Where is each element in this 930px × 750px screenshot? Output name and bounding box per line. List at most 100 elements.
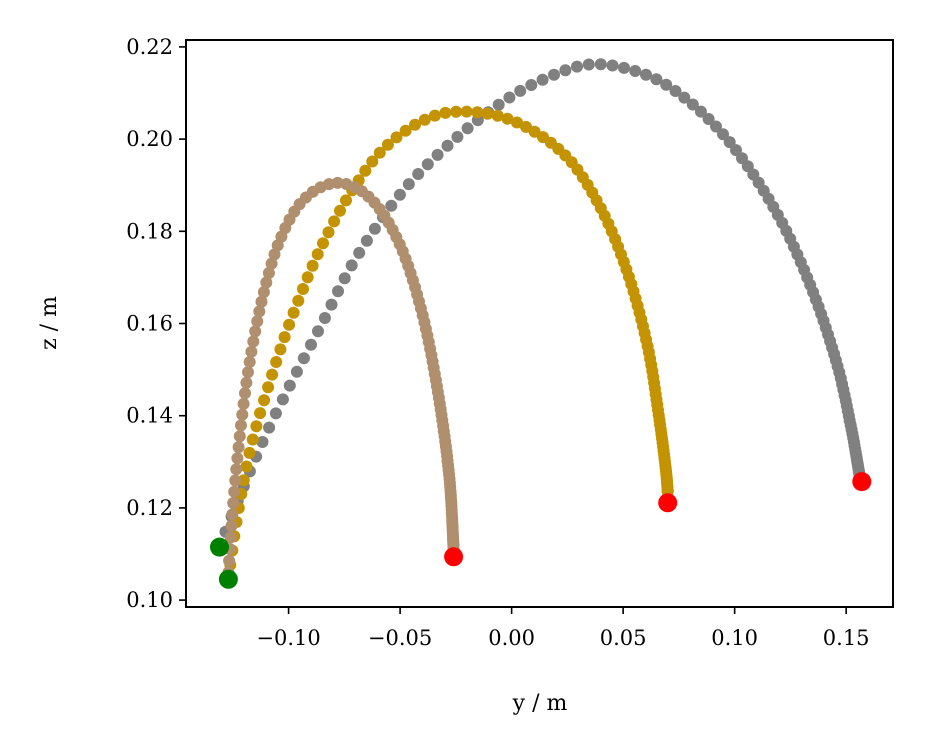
data-point	[311, 248, 324, 261]
data-point	[269, 407, 282, 420]
data-point	[393, 188, 406, 201]
data-point	[283, 318, 296, 331]
y-axis-title: z / m	[37, 296, 62, 350]
data-point	[338, 272, 351, 285]
data-point	[231, 452, 244, 465]
y-tick-label: 0.10	[126, 588, 173, 612]
data-point	[254, 407, 267, 420]
data-point	[514, 84, 527, 97]
data-point	[301, 271, 314, 284]
data-point	[525, 79, 538, 91]
data-point	[255, 295, 268, 308]
data-point	[283, 379, 296, 392]
y-tick-label: 0.14	[126, 404, 173, 428]
data-point	[235, 419, 247, 432]
data-point	[353, 246, 366, 259]
data-point	[251, 315, 264, 328]
data-point	[669, 85, 682, 97]
x-axis: −0.10 −0.05 0.00 0.05 0.10 0.15	[256, 607, 870, 650]
y-tick-label: 0.20	[126, 127, 173, 151]
data-point	[240, 460, 253, 473]
data-point	[249, 325, 262, 338]
data-point	[332, 285, 344, 298]
x-tick-label: 0.10	[711, 626, 758, 650]
data-point	[582, 58, 595, 71]
data-point	[536, 73, 549, 86]
data-point	[421, 158, 434, 171]
x-tick-label: −0.05	[368, 626, 432, 650]
data-point	[224, 531, 237, 544]
series-layer	[213, 58, 866, 586]
data-point	[258, 394, 271, 407]
data-point	[237, 397, 250, 410]
data-point	[345, 259, 358, 272]
start-point-marker	[210, 537, 229, 557]
data-point	[306, 259, 319, 272]
data-point	[418, 113, 431, 126]
data-point	[245, 345, 258, 358]
data-point	[276, 393, 289, 406]
data-point	[260, 276, 273, 289]
data-point	[594, 58, 607, 71]
marker-layer	[210, 472, 872, 589]
data-point	[237, 474, 250, 487]
data-point	[491, 109, 504, 122]
data-point	[278, 331, 291, 344]
data-point	[325, 298, 338, 311]
data-point	[412, 168, 425, 180]
data-point	[262, 267, 275, 279]
y-axis: 0.10 0.12 0.14 0.16 0.18 0.20 0.22	[126, 35, 186, 612]
data-point	[270, 356, 283, 368]
data-point	[312, 325, 324, 338]
data-point	[263, 421, 276, 434]
data-point	[618, 61, 630, 74]
data-point	[694, 105, 707, 118]
data-point	[328, 215, 341, 228]
data-point	[262, 381, 275, 394]
data-point	[366, 155, 379, 168]
data-point	[240, 376, 253, 389]
data-point	[629, 65, 642, 77]
data-point	[229, 474, 242, 487]
y-tick-label: 0.18	[126, 219, 173, 243]
data-point	[257, 286, 270, 299]
data-point	[368, 222, 381, 235]
data-point	[710, 120, 722, 133]
data-point	[678, 91, 691, 104]
data-point	[451, 130, 464, 143]
data-point	[503, 91, 516, 104]
data-point	[402, 178, 415, 191]
data-point	[606, 59, 619, 72]
data-point	[431, 148, 444, 161]
data-point	[702, 113, 715, 125]
data-point	[228, 485, 241, 498]
data-point	[268, 248, 281, 261]
data-point	[409, 118, 421, 131]
data-point	[461, 122, 474, 135]
data-point	[317, 237, 329, 250]
data-point	[559, 64, 572, 77]
data-point	[381, 138, 394, 151]
data-point	[373, 146, 386, 159]
end-point-marker	[444, 547, 464, 567]
series-2	[222, 105, 674, 586]
data-point	[297, 352, 310, 365]
data-point	[511, 116, 523, 129]
end-point-marker	[658, 493, 678, 513]
data-point	[441, 139, 454, 152]
data-point	[226, 508, 239, 521]
data-point	[650, 73, 663, 86]
y-tick-label: 0.22	[126, 35, 173, 59]
data-point	[297, 283, 309, 295]
y-tick-label: 0.16	[126, 312, 173, 336]
data-point	[287, 306, 300, 319]
data-point	[266, 368, 279, 381]
data-point	[230, 463, 243, 476]
data-point	[318, 312, 331, 324]
data-point	[492, 98, 505, 111]
data-point	[246, 433, 259, 446]
data-point	[460, 105, 473, 118]
data-point	[236, 408, 249, 421]
x-tick-label: 0.05	[600, 626, 647, 650]
data-point	[250, 420, 263, 433]
